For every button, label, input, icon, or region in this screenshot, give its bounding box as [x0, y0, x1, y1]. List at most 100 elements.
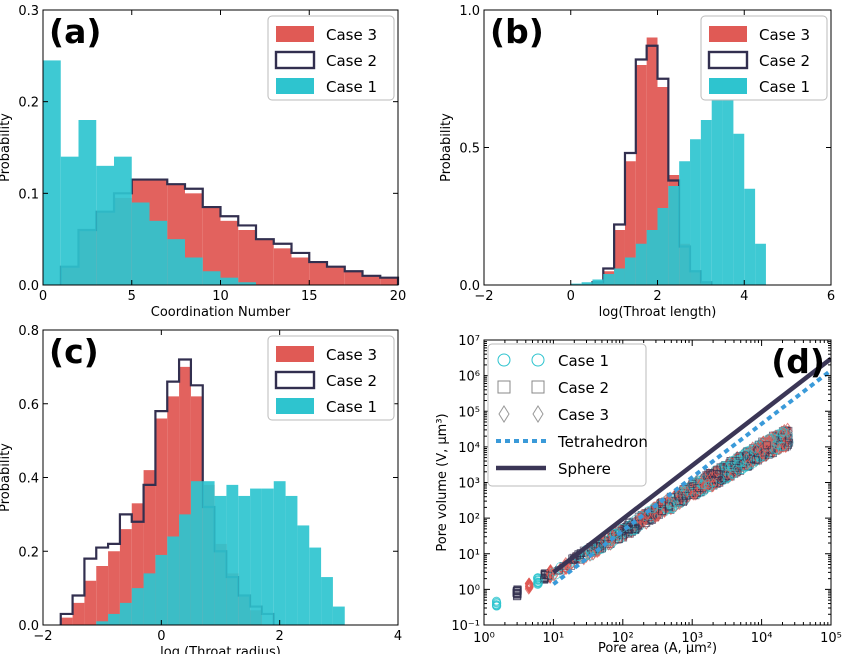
bar: [603, 274, 615, 285]
bar: [657, 87, 669, 285]
x-tick-label: −2: [474, 289, 493, 304]
legend-label: Case 3: [759, 26, 810, 44]
marker-case-2: [674, 492, 683, 501]
y-tick-label: 10⁷: [458, 334, 480, 349]
marker-case-1: [728, 470, 738, 480]
bar: [256, 239, 274, 285]
x-axis-label: log(Throat length): [599, 305, 717, 320]
panel-3: 10⁰ 10¹ 10² 10³ 10⁴ 10⁵10⁻¹10⁰10¹10²10³10⁴10⁵…: [435, 334, 842, 654]
bar: [744, 188, 756, 285]
bar: [668, 186, 680, 285]
marker-case-3: [636, 514, 645, 526]
marker-case-2: [658, 507, 666, 516]
y-axis-label: Probability: [0, 113, 13, 182]
bar: [78, 120, 97, 285]
line-sphere: [552, 356, 831, 575]
legend-label: Case 2: [759, 52, 810, 70]
bar: [238, 282, 256, 285]
y-tick-label: 0.3: [18, 4, 39, 19]
marker-case-3: [748, 456, 757, 468]
marker-case-3: [751, 443, 760, 456]
legend-swatch: [274, 50, 316, 70]
y-axis-label: Pore volume (V, μm³): [435, 413, 450, 551]
legend-swatch: [709, 78, 747, 94]
bar: [190, 481, 203, 625]
bar: [273, 248, 292, 285]
bar: [143, 470, 156, 625]
legend-label: Case 2: [558, 379, 609, 397]
x-tick-label: 0: [39, 289, 47, 304]
legend-marker: [531, 353, 545, 367]
bar: [179, 514, 191, 625]
marker-case-3: [771, 443, 780, 456]
bar: [614, 230, 625, 285]
bar: [131, 202, 150, 285]
marker-case-3: [584, 546, 593, 559]
x-tick-label: −2: [33, 629, 52, 644]
marker-case-3: [550, 569, 559, 582]
bar: [273, 481, 286, 625]
y-tick-label: 0.8: [18, 324, 39, 339]
y-tick-label: 0.6: [18, 398, 39, 413]
x-tick-label: 2: [276, 629, 284, 644]
bar: [60, 617, 73, 625]
legend-swatch: [707, 50, 749, 70]
x-tick-label: 10⁰: [473, 631, 495, 646]
legend-label: Case 1: [759, 78, 810, 96]
bar: [635, 243, 647, 285]
bar: [344, 271, 363, 285]
bar: [646, 37, 658, 285]
bar: [581, 282, 593, 285]
y-tick-label: 10¹: [458, 548, 480, 563]
bar: [285, 495, 298, 625]
marker-case-1: [668, 499, 677, 509]
marker-case-2: [693, 484, 702, 492]
bar: [72, 602, 85, 625]
bar: [185, 257, 203, 285]
bar: [700, 120, 712, 285]
panel-label: (c): [49, 332, 99, 371]
marker-case-3: [742, 451, 751, 463]
legend-label: Case 3: [326, 26, 377, 44]
bar: [690, 139, 701, 285]
bar: [321, 577, 333, 625]
y-tick-label: 10⁶: [458, 370, 480, 385]
x-axis-label: log (Throat radius): [160, 645, 281, 654]
x-axis-label: Pore area (A, μm²): [598, 641, 717, 654]
legend-marker: [532, 405, 544, 423]
marker-case-3: [758, 447, 767, 460]
y-tick-label: 0.4: [18, 472, 39, 487]
legend-marker: [497, 380, 511, 394]
marker-case-1: [778, 427, 788, 436]
legend-marker: [497, 353, 511, 367]
scatter-area: [491, 356, 831, 611]
bar: [646, 230, 658, 285]
marker-case-1: [777, 429, 786, 438]
y-axis-label: Probability: [439, 113, 454, 182]
y-tick-label: 10⁰: [458, 583, 480, 598]
marker-case-2: [544, 571, 553, 580]
legend-label: Tetrahedron: [557, 433, 648, 451]
bar: [332, 606, 345, 625]
panel-label: (a): [49, 12, 101, 51]
x-tick-label: 15: [301, 289, 318, 304]
legend-label: Case 1: [326, 78, 377, 96]
bar: [297, 525, 310, 625]
x-tick-label: 10³: [681, 631, 703, 646]
marker-case-3: [780, 439, 789, 451]
x-axis-label: Coordination Number: [151, 305, 291, 320]
bar: [179, 366, 191, 625]
bar: [43, 60, 61, 285]
legend-marker: [498, 405, 510, 423]
legend-swatch: [276, 26, 314, 42]
y-tick-label: 1.0: [459, 4, 480, 19]
bar: [96, 566, 109, 625]
y-axis-label: Probability: [0, 443, 13, 512]
x-tick-label: 10⁴: [751, 631, 773, 646]
legend-label: Case 1: [558, 352, 609, 370]
marker-case-3: [652, 509, 661, 521]
y-tick-label: 0.5: [459, 142, 480, 157]
marker-case-3: [764, 435, 773, 447]
legend-label: Case 3: [326, 346, 377, 364]
